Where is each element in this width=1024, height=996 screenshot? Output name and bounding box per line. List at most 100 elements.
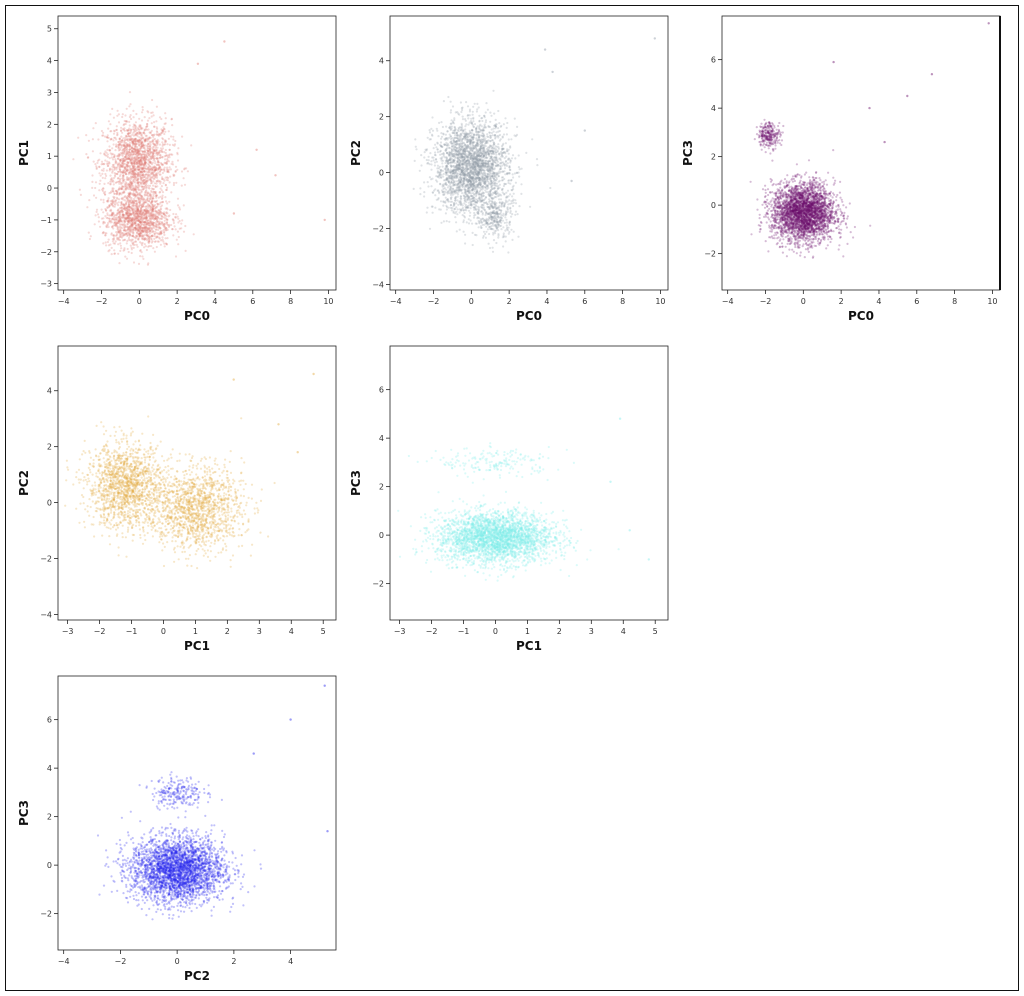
data-point	[116, 177, 120, 180]
data-point	[446, 165, 449, 168]
data-point	[109, 123, 112, 126]
data-point	[117, 230, 120, 234]
data-point	[139, 194, 142, 197]
data-point	[144, 139, 147, 142]
data-point	[161, 238, 164, 241]
data-point	[451, 169, 454, 173]
data-point	[451, 142, 454, 145]
data-point	[472, 206, 475, 209]
data-point	[481, 206, 484, 209]
data-point	[152, 149, 155, 152]
data-point	[139, 221, 142, 224]
data-point	[137, 181, 140, 184]
data-point	[116, 163, 119, 166]
data-point	[138, 181, 141, 184]
data-point	[124, 188, 127, 191]
data-point	[102, 211, 105, 214]
data-point	[146, 209, 149, 212]
data-point	[473, 173, 476, 177]
data-point	[453, 181, 456, 184]
data-point	[170, 135, 173, 138]
data-point	[142, 257, 145, 260]
data-point	[445, 188, 448, 191]
data-point	[453, 125, 456, 129]
data-point	[482, 126, 485, 129]
data-point	[469, 158, 472, 161]
data-point	[157, 212, 160, 215]
data-point	[125, 135, 128, 138]
data-point	[128, 151, 131, 154]
data-point	[168, 156, 171, 159]
data-point	[156, 157, 159, 160]
data-point	[467, 191, 471, 194]
data-point	[446, 137, 449, 140]
data-point	[173, 143, 177, 146]
data-point	[481, 185, 484, 188]
data-point	[498, 133, 502, 137]
data-point	[137, 238, 140, 241]
data-point	[134, 221, 137, 224]
data-point	[139, 207, 142, 210]
data-point	[491, 174, 494, 177]
data-point	[148, 239, 151, 242]
data-point	[130, 183, 133, 187]
data-point	[145, 219, 148, 222]
data-point	[509, 159, 512, 162]
data-point	[436, 170, 439, 173]
data-point	[143, 221, 146, 224]
data-point	[480, 158, 483, 161]
data-point	[476, 192, 479, 195]
data-point	[143, 233, 146, 236]
data-point	[164, 112, 167, 115]
data-point	[477, 131, 480, 134]
data-point	[155, 212, 158, 215]
data-point	[146, 237, 149, 240]
data-point	[137, 200, 141, 203]
data-point	[142, 234, 145, 237]
data-point	[447, 162, 450, 166]
data-point	[140, 191, 143, 194]
data-point	[135, 243, 138, 246]
data-point	[180, 170, 184, 173]
data-point	[161, 221, 164, 224]
data-point	[106, 164, 109, 167]
data-point	[118, 143, 121, 146]
data-point	[458, 152, 461, 155]
data-point	[478, 160, 481, 163]
data-point	[462, 162, 465, 165]
y-tick-label: 0	[47, 184, 52, 193]
data-point	[119, 192, 122, 195]
data-point	[128, 217, 131, 220]
data-point	[139, 199, 142, 202]
data-point	[129, 158, 132, 161]
data-point	[469, 135, 472, 138]
data-point	[137, 226, 140, 229]
data-point	[454, 165, 457, 169]
data-point	[148, 136, 151, 139]
data-point	[489, 120, 492, 123]
data-point	[119, 158, 122, 161]
data-point	[128, 193, 131, 196]
data-point	[130, 182, 133, 185]
data-point	[113, 154, 116, 158]
data-point	[480, 164, 483, 168]
data-point	[484, 185, 487, 188]
data-point	[141, 150, 144, 153]
data-point	[174, 215, 177, 219]
data-point	[137, 229, 140, 232]
data-point	[459, 148, 462, 151]
data-point	[445, 177, 448, 181]
data-point	[113, 153, 116, 156]
data-point	[139, 133, 142, 136]
data-point	[158, 217, 161, 220]
data-point	[480, 163, 483, 166]
data-point	[128, 203, 131, 206]
data-point	[117, 170, 120, 173]
data-point	[108, 209, 112, 212]
data-point	[482, 136, 485, 139]
data-point	[145, 231, 148, 234]
data-point	[156, 232, 159, 235]
data-point	[111, 170, 114, 173]
data-point	[469, 168, 472, 171]
data-point	[484, 142, 487, 145]
